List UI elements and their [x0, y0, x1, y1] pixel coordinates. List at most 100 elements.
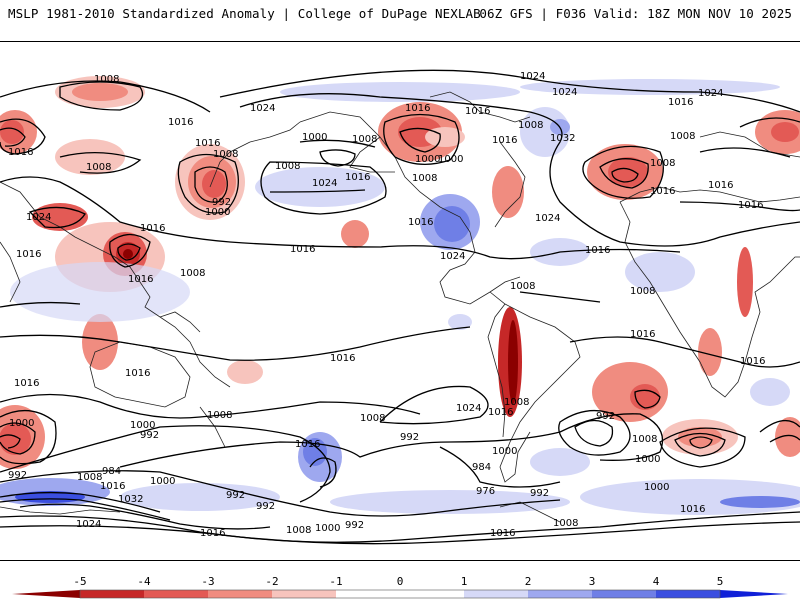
isobar-label: 1008	[518, 120, 543, 131]
isobar-label: 1016	[200, 528, 225, 539]
isobar-label: 992	[596, 411, 615, 422]
isobar-label: 1016	[125, 368, 150, 379]
isobar-label: 1016	[195, 138, 220, 149]
isobar-label: 1032	[118, 494, 143, 505]
isobar-label: 1008	[412, 173, 437, 184]
isobar-label: 1000	[415, 154, 440, 165]
isobar-label: 976	[476, 486, 495, 497]
isobar-label: 992	[226, 490, 245, 501]
isobar-label: 992	[256, 501, 275, 512]
isobar-label: 1016	[128, 274, 153, 285]
map-title: MSLP 1981-2010 Standardized Anomaly | Co…	[8, 6, 481, 21]
isobar-label: 1000	[302, 132, 327, 143]
colorbar-tick-label: 0	[396, 575, 404, 588]
colorbar-tick-label: 4	[652, 575, 660, 588]
colorbar-tick-label: -5	[73, 575, 87, 588]
isobar-label: 1024	[250, 103, 275, 114]
isobar-label: 1008	[670, 131, 695, 142]
isobar-label: 1032	[550, 133, 575, 144]
colorbar-segment	[144, 590, 208, 598]
isobar-label: 1000	[150, 476, 175, 487]
isobar-label: 1016	[330, 353, 355, 364]
isobar-label: 1016	[345, 172, 370, 183]
coastlines	[0, 91, 800, 523]
isobar-labels: 1008 1024 1024 1024 1016 1024 1016 1016 …	[8, 71, 765, 539]
isobar-label: 984	[102, 466, 121, 477]
colorbar	[0, 560, 800, 600]
isobar-label: 1008	[632, 434, 657, 445]
isobar-label: 1024	[520, 71, 545, 82]
isobar-label: 1024	[312, 178, 337, 189]
isobar-label: 992	[8, 470, 27, 481]
isobar-label: 1008	[630, 286, 655, 297]
isobar-label: 1016	[490, 528, 515, 539]
isobar-label: 1008	[286, 525, 311, 536]
colorbar-tick-label: -1	[329, 575, 343, 588]
isobar-label: 1024	[698, 88, 723, 99]
isobar-label: 1016	[168, 117, 193, 128]
isobar-label: 1000	[130, 420, 155, 431]
isobar-label: 1016	[465, 106, 490, 117]
run-valid-time: 06Z GFS | F036 Valid: 18Z MON NOV 10 202…	[479, 6, 792, 21]
colorbar-tick-label: -3	[201, 575, 215, 588]
isobar-label: 1008	[553, 518, 578, 529]
isobar-label: 1016	[585, 245, 610, 256]
colorbar-segment	[528, 590, 592, 598]
isobar-label: 1008	[207, 410, 232, 421]
isobar-label: 1016	[405, 103, 430, 114]
colorbar-segment	[592, 590, 656, 598]
isobar-label: 992	[530, 488, 549, 499]
world-map-panel: 1008 1024 1024 1024 1016 1024 1016 1016 …	[0, 41, 800, 561]
isobar-label: 1016	[630, 329, 655, 340]
colorbar-segment	[208, 590, 272, 598]
colorbar-tick-label: 2	[524, 575, 532, 588]
isobar-label: 1016	[492, 135, 517, 146]
isobar-label: 1016	[8, 147, 33, 158]
colorbar-tick-label: 1	[460, 575, 468, 588]
isobar-label: 992	[345, 520, 364, 531]
isobar-label: 1024	[456, 403, 481, 414]
colorbar-segment	[336, 590, 464, 598]
isobar-label: 1008	[180, 268, 205, 279]
isobar-label: 1000	[635, 454, 660, 465]
isobar-label: 1016	[680, 504, 705, 515]
colorbar-tick-label: 5	[716, 575, 724, 588]
isobar-label: 1016	[14, 378, 39, 389]
anomaly-map: 1008 1024 1024 1024 1016 1024 1016 1016 …	[0, 69, 800, 545]
colorbar-segment	[80, 590, 144, 598]
isobar-label: 1008	[510, 281, 535, 292]
isobar-label: 1016	[100, 481, 125, 492]
isobar-label: 1016	[488, 407, 513, 418]
isobar-label: 1016	[738, 200, 763, 211]
isobar-label: 1016	[290, 244, 315, 255]
isobar-label: 1008	[94, 74, 119, 85]
colorbar-segment	[656, 590, 720, 598]
isobar-label: 1024	[26, 212, 51, 223]
colorbar-arrow-left	[12, 590, 80, 598]
isobar-label: 984	[472, 462, 491, 473]
isobar-label: 1000	[438, 154, 463, 165]
isobar-label: 1016	[740, 356, 765, 367]
colorbar-segment	[272, 590, 336, 598]
isobar-label: 1024	[552, 87, 577, 98]
isobar-label: 1000	[644, 482, 669, 493]
isobar-label: 1008	[352, 134, 377, 145]
isobar-label: 1024	[76, 519, 101, 530]
isobar-label: 1024	[535, 213, 560, 224]
isobar-label: 1016	[650, 186, 675, 197]
colorbar-tick-label: -4	[137, 575, 151, 588]
isobar-label: 1008	[275, 161, 300, 172]
isobar-label: 992	[140, 430, 159, 441]
colorbar-tick-label: 3	[588, 575, 596, 588]
colorbar-graphic	[12, 589, 788, 599]
isobar-label: 1008	[213, 149, 238, 160]
isobar-label: 1008	[504, 397, 529, 408]
isobar-label: 1024	[440, 251, 465, 262]
isobar-label: 1008	[650, 158, 675, 169]
isobar-label: 1008	[360, 413, 385, 424]
isobar-label: 1016	[16, 249, 41, 260]
isobar-label: 1000	[315, 523, 340, 534]
isobar-label: 1016	[708, 180, 733, 191]
isobar-label: 1008	[77, 472, 102, 483]
isobar-label: 1016	[140, 223, 165, 234]
